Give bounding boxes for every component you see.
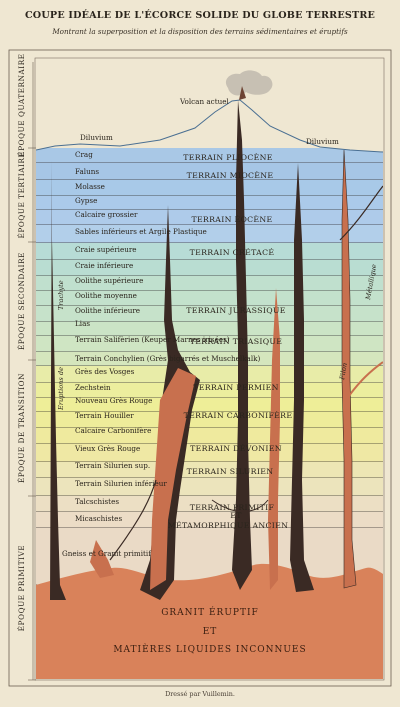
vein-red-thin bbox=[268, 288, 280, 590]
stratum-label: Oolithe inférieure bbox=[75, 306, 140, 315]
stratum-label: Grès des Vosges bbox=[75, 367, 135, 376]
epoch-label: ÉPOQUE PRIMITIVE bbox=[17, 545, 26, 631]
terrain-label: TERRAIN CRÉTACÉ bbox=[190, 248, 275, 257]
outer-frame bbox=[8, 49, 392, 687]
vein-thin-1 bbox=[109, 479, 157, 561]
stratum-label: Terrain Salifèrien (Keuper Marnes irisée… bbox=[75, 335, 230, 344]
vein-right-dark bbox=[290, 163, 314, 592]
granite-base bbox=[36, 563, 383, 679]
stratum-label: Oolithe moyenne bbox=[75, 291, 137, 300]
diluvium-left-label: Diluvium bbox=[80, 133, 113, 142]
terrain-label: MÉTAMORPHIQUE ANCIEN bbox=[168, 521, 289, 530]
vein-trachyte bbox=[50, 160, 66, 600]
stratum-label: Craie supérieure bbox=[75, 245, 137, 254]
volcano-crater bbox=[239, 86, 246, 100]
terrain-label: TERRAIN PLIOCÈNE bbox=[183, 153, 273, 162]
stratum-label: Nouveau Grès Rouge bbox=[75, 396, 152, 405]
stratum-band bbox=[36, 148, 383, 163]
stratum-label: Molasse bbox=[75, 182, 105, 191]
epoch-label: ÉPOQUE DE TRANSITION bbox=[17, 373, 26, 483]
vein-thin-4 bbox=[345, 361, 383, 401]
epoch-label: ÉPOQUE TERTIAIRE bbox=[17, 152, 26, 239]
epoch-label: ÉPOQUE QUATERNAIRE bbox=[17, 53, 26, 156]
diagram-subtitle: Montrant la superposition et la disposit… bbox=[52, 27, 348, 36]
stratum-label: Sables inférieurs et Argile Plastique bbox=[75, 227, 207, 236]
stratum-label: Terrain Silurien sup. bbox=[75, 461, 150, 470]
vein-volcano bbox=[232, 100, 252, 590]
stratum-label: Terrain Silurien inférieur bbox=[75, 479, 167, 488]
terrain-label: TERRAIN CARBONIFÈRE bbox=[184, 411, 293, 420]
vein-thin-2 bbox=[211, 499, 269, 513]
stratum-label: Talcschistes bbox=[75, 497, 119, 506]
stratum-label: Vieux Grès Rouge bbox=[74, 444, 140, 453]
granite-label-1: GRANIT ÉRUPTIF bbox=[161, 606, 259, 618]
vein-thin-3 bbox=[339, 185, 383, 241]
stratum-label: Gneiss et Granit primitif bbox=[62, 549, 152, 558]
volcano-smoke bbox=[225, 70, 273, 96]
terrain-labels: TERRAIN PLIOCÈNE TERRAIN MIOCÈNE TERRAIN É… bbox=[168, 153, 293, 530]
stratum-band bbox=[36, 163, 383, 180]
vein-central-red bbox=[150, 368, 196, 590]
eruptive-veins bbox=[50, 100, 383, 600]
layer-labels: Crag Faluns Molasse Gypse Calcaire grossier S… bbox=[62, 150, 260, 558]
stratum-label: Faluns bbox=[75, 167, 99, 176]
vein-label-eruption: Eruptions de bbox=[57, 367, 65, 411]
sky-area bbox=[36, 59, 383, 152]
terrain-label: TERRAIN PRIMITIF bbox=[190, 503, 275, 512]
stratum-label: Craie inférieure bbox=[75, 261, 133, 270]
inner-frame bbox=[34, 57, 385, 681]
terrain-label: TERRAIN TRIASIQUE bbox=[190, 337, 283, 346]
stratum-label: Terrain Conchylien (Grès bigarrés et Mus… bbox=[75, 354, 260, 363]
diluvium-right-label: Diluvium bbox=[306, 137, 339, 146]
granite-label-2: ET bbox=[203, 627, 218, 637]
terrain-label: TERRAIN MIOCÈNE bbox=[187, 171, 274, 180]
stratum-label: Lias bbox=[75, 319, 90, 328]
stratum-label: Terrain Houiller bbox=[75, 411, 134, 420]
stratum-label: Gypse bbox=[75, 196, 97, 205]
terrain-label: TERRAIN JURASSIQUE bbox=[186, 306, 286, 315]
volcano-label: Volcan actuel bbox=[179, 97, 229, 106]
vein-label-filon: Filon bbox=[338, 362, 349, 381]
stratum-band bbox=[36, 180, 383, 196]
diagram-title: COUPE IDÉALE DE L'ÉCORCE SOLIDE DU GLOBE… bbox=[24, 10, 376, 21]
terrain-label: ET bbox=[230, 511, 242, 520]
stratum-label: Zechstein bbox=[75, 383, 111, 392]
terrain-label: TERRAIN ÉOCÈNE bbox=[191, 215, 272, 224]
credit-line: Dressé par Vuillemin. bbox=[165, 690, 235, 698]
stratum-label: Micaschistes bbox=[75, 514, 122, 523]
stratum-label: Calcaire Carbonifère bbox=[75, 426, 151, 435]
terrain-label: TERRAIN PERMIEN bbox=[193, 383, 279, 392]
stratum-label: Calcaire grossier bbox=[75, 210, 138, 219]
stratum-label: Oolithe supérieure bbox=[75, 276, 143, 285]
granite-label-3: MATIÈRES LIQUIDES INCONNUES bbox=[113, 643, 306, 655]
terrain-label: TERRAIN DÉVONIEN bbox=[190, 444, 282, 453]
terrain-label: TERRAIN SILURIEN bbox=[187, 467, 274, 476]
vein-label-trachyte: Trachyte bbox=[57, 280, 65, 310]
surface-profile bbox=[36, 99, 383, 153]
vein-filon bbox=[341, 149, 357, 589]
epoch-label: ÉPOQUE SECONDAIRE bbox=[17, 252, 26, 350]
stratum-label: Crag bbox=[75, 150, 93, 159]
vein-left-branch bbox=[90, 540, 114, 578]
